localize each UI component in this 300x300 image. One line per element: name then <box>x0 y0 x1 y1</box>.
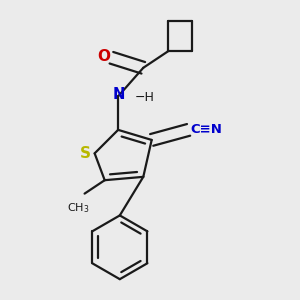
Text: CH$_3$: CH$_3$ <box>67 201 89 215</box>
Text: N: N <box>112 88 125 103</box>
Text: C≡N: C≡N <box>190 123 222 136</box>
Text: −H: −H <box>134 91 154 104</box>
Text: S: S <box>80 146 91 161</box>
Text: O: O <box>98 49 110 64</box>
